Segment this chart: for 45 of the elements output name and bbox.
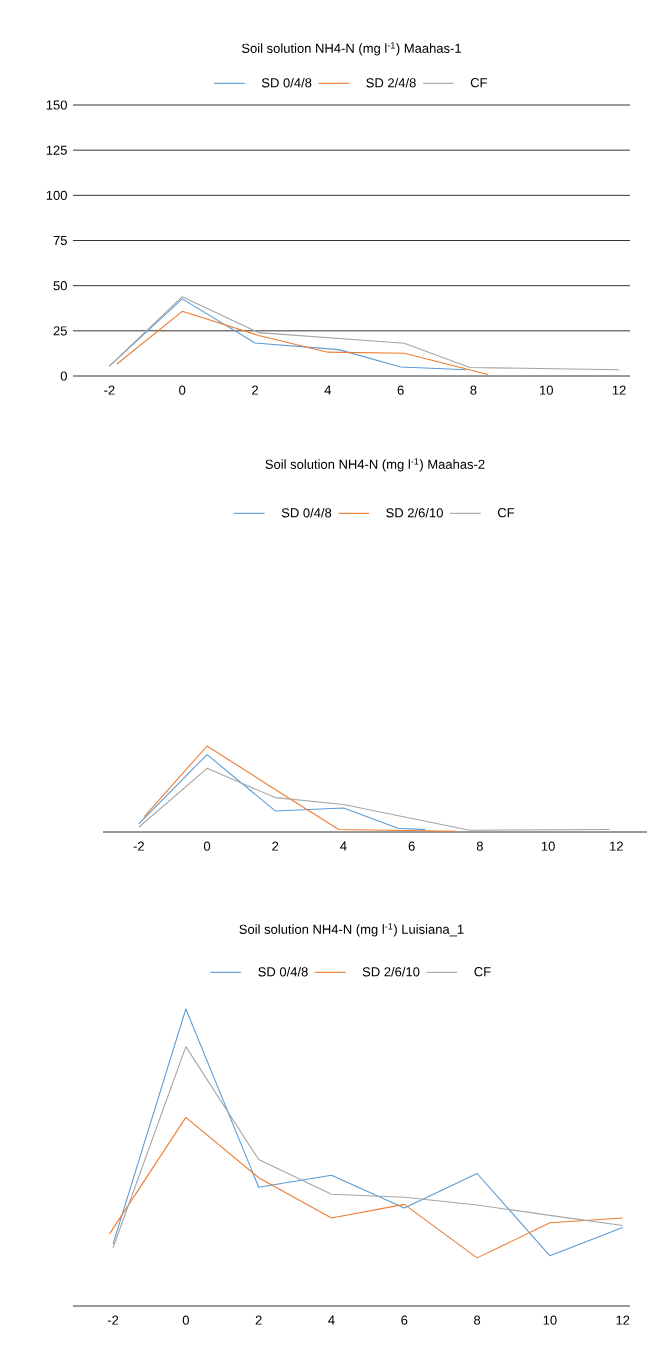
legend-label: SD 2/6/10 xyxy=(362,966,420,977)
x-tick-label: -2 xyxy=(104,385,115,395)
y-tick-label: 125 xyxy=(46,145,67,155)
chart-title: Soil solution NH4-N (mg l$^{-1}$) Maahas-1 xyxy=(241,42,461,56)
x-tick-label: 12 xyxy=(616,1315,630,1325)
x-tick-label: 6 xyxy=(408,841,415,851)
x-tick-label: -2 xyxy=(133,841,144,851)
x-tick-label: 12 xyxy=(610,841,623,851)
legend-label: CF xyxy=(470,78,487,88)
x-tick-label: -2 xyxy=(107,1315,119,1325)
y-tick-label: 150 xyxy=(46,100,67,110)
chart-title: Soil solution NH4-N (mg l$^{-1}$) Luisiana_1 xyxy=(239,923,464,937)
x-tick-label: 10 xyxy=(541,841,555,851)
x-tick-label: 2 xyxy=(272,841,279,851)
x-tick-label: 6 xyxy=(397,385,404,395)
x-tick-label: 4 xyxy=(328,1315,335,1325)
x-tick-label: 4 xyxy=(340,841,347,851)
x-tick-label: 8 xyxy=(470,385,477,395)
y-tick-label: 25 xyxy=(53,326,67,336)
line-series xyxy=(116,310,489,376)
y-tick-label: 75 xyxy=(53,235,67,246)
x-tick-label: 0 xyxy=(203,841,211,851)
chart-title: Soil solution NH4-N (mg l$^{-1}$) Maahas-2 xyxy=(265,458,485,472)
y-tick-label: 50 xyxy=(53,281,67,291)
x-tick-label: 10 xyxy=(543,1315,557,1325)
legend-label: CF xyxy=(497,508,515,518)
legend-label: SD 2/4/8 xyxy=(366,77,416,88)
y-tick-label: 100 xyxy=(46,190,67,200)
legend-label: SD 0/4/8 xyxy=(261,77,312,88)
x-tick-label: 0 xyxy=(179,385,186,395)
legend-label: SD 0/4/8 xyxy=(281,507,332,518)
legend-label: CF xyxy=(474,967,491,977)
line-series xyxy=(108,296,620,371)
x-tick-label: 2 xyxy=(255,1315,262,1325)
x-tick-label: 8 xyxy=(476,841,483,851)
x-tick-label: 8 xyxy=(474,1315,481,1325)
legend-label: SD 2/6/10 xyxy=(386,507,443,518)
x-tick-label: 2 xyxy=(252,385,258,395)
x-tick-label: 6 xyxy=(401,1315,408,1325)
legend-label: SD 0/4/8 xyxy=(258,966,308,977)
x-tick-label: 10 xyxy=(540,385,553,395)
x-tick-label: 4 xyxy=(324,385,332,395)
y-tick-label: 0 xyxy=(60,371,67,381)
x-tick-label: 12 xyxy=(612,385,626,395)
x-tick-label: 0 xyxy=(182,1315,189,1325)
